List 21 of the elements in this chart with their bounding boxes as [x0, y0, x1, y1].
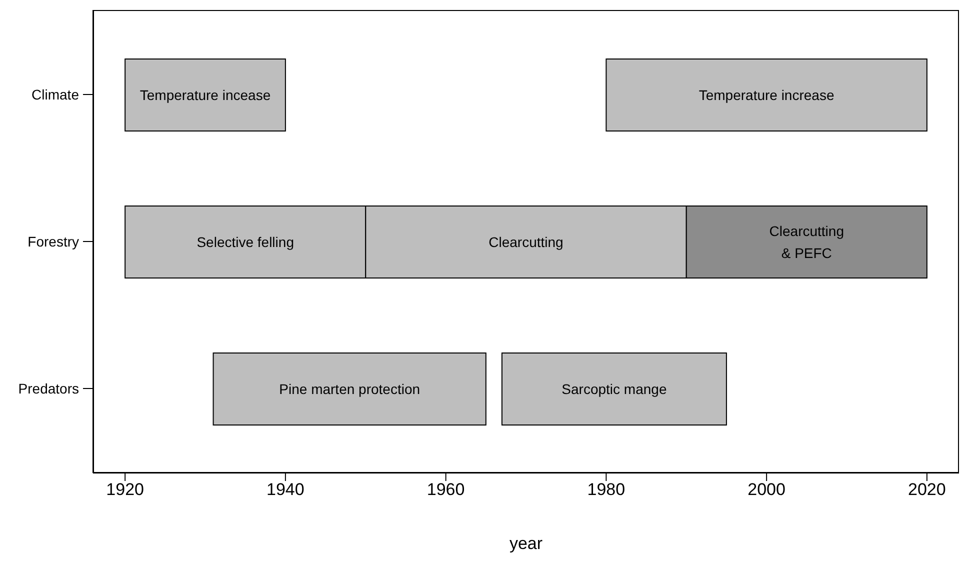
bar	[501, 352, 727, 426]
x-tick-label: 1920	[106, 480, 144, 500]
data-label: Clearcutting	[488, 234, 564, 250]
y-tick-label: Forestry	[28, 233, 79, 250]
x-tick-label: 1980	[587, 480, 626, 500]
bar	[124, 58, 286, 132]
x-tick-label: 1940	[266, 480, 304, 500]
data-label: Sarcoptic mange	[562, 381, 667, 397]
data-label: Temperature increase	[698, 87, 834, 103]
y-tick-label: Climate	[32, 86, 80, 102]
bar	[606, 58, 928, 132]
data-label: Pine marten protection	[279, 381, 420, 397]
x-axis-title: year	[509, 534, 543, 553]
x-tick-label: 1960	[426, 480, 465, 500]
x-tick-label: 2000	[748, 480, 786, 500]
data-label: Temperature incease	[140, 87, 271, 103]
data-label: Selective felling	[196, 234, 294, 250]
y-tick-label: Predators	[18, 380, 79, 396]
data-label: Clearcutting & PEFC	[769, 223, 844, 261]
bar	[212, 352, 486, 426]
x-tick-label: 2020	[908, 480, 946, 500]
